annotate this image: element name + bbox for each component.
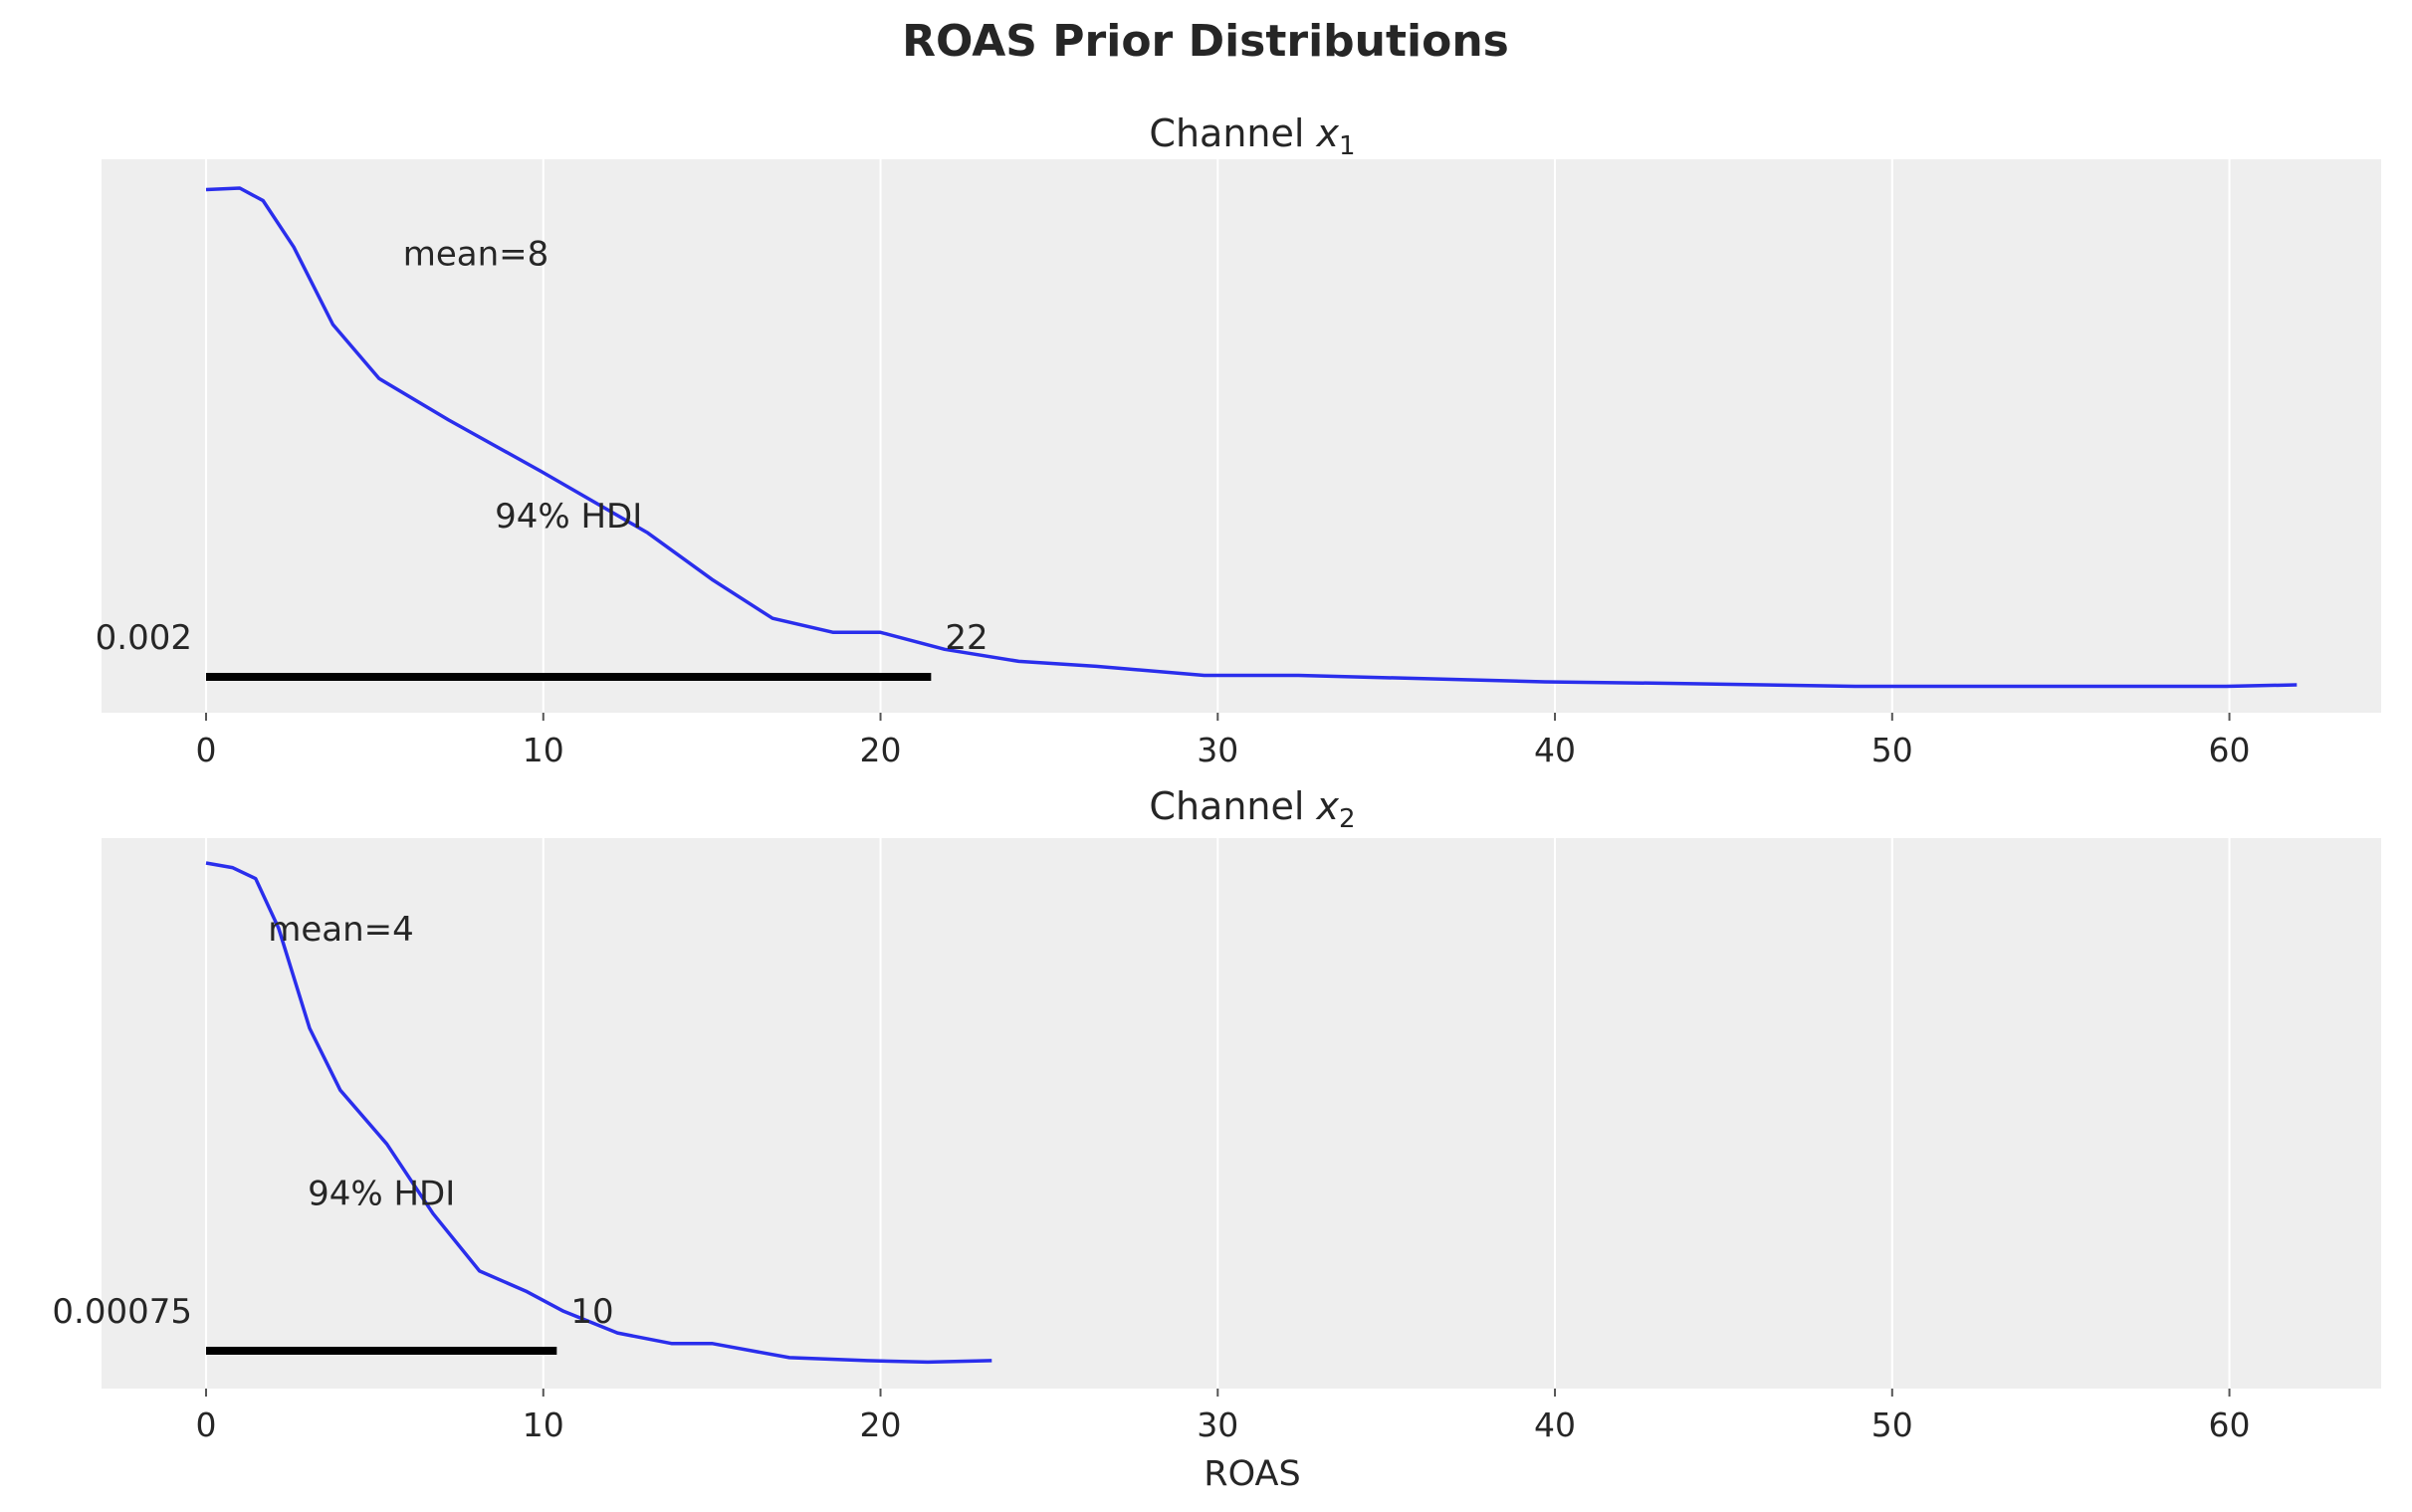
kde-line — [205, 861, 992, 1365]
x-tick-label: 0 — [196, 731, 217, 769]
x-tick-label: 60 — [2209, 731, 2251, 769]
x-tick-label: 10 — [523, 1405, 564, 1444]
x-tick-label: 20 — [860, 731, 902, 769]
x-tick-label: 50 — [1871, 1405, 1913, 1444]
hdi-low-label: 0.002 — [96, 618, 192, 658]
hdi-high-label: 10 — [570, 1292, 613, 1332]
panel-1: 0 10 20 30 40 50 60 Channel x1 0.002 22 mean=8 94% … — [96, 111, 2381, 769]
panel-title: Channel x1 — [1149, 111, 1355, 161]
x-tick-label: 40 — [1534, 1405, 1576, 1444]
plot-area — [102, 838, 2381, 1389]
panel-2: 0 10 20 30 40 50 60 Channel x2 0.00075 10 mean=4 94… — [52, 784, 2381, 1444]
x-tick-label: 20 — [860, 1405, 902, 1444]
chart-title: ROAS Prior Distributions — [902, 16, 1509, 67]
plot-area — [102, 159, 2381, 713]
x-tick-label: 0 — [196, 1405, 217, 1444]
x-tick-label: 10 — [523, 731, 564, 769]
x-tick-label: 60 — [2209, 1405, 2251, 1444]
mean-label: mean=4 — [268, 910, 414, 950]
x-tick-label: 30 — [1197, 1405, 1238, 1444]
x-tick-label: 50 — [1871, 731, 1913, 769]
kde-line — [205, 186, 2298, 689]
hdi-label: 94% HDI — [308, 1174, 455, 1213]
hdi-label: 94% HDI — [495, 497, 642, 537]
x-tick-label: 40 — [1534, 731, 1576, 769]
hdi-high-label: 22 — [945, 618, 987, 658]
panel-title: Channel x2 — [1149, 784, 1355, 834]
x-tick-label: 30 — [1197, 731, 1238, 769]
hdi-low-label: 0.00075 — [52, 1292, 192, 1332]
mean-label: mean=8 — [403, 234, 549, 274]
x-axis-label: ROAS — [1204, 1454, 1300, 1494]
